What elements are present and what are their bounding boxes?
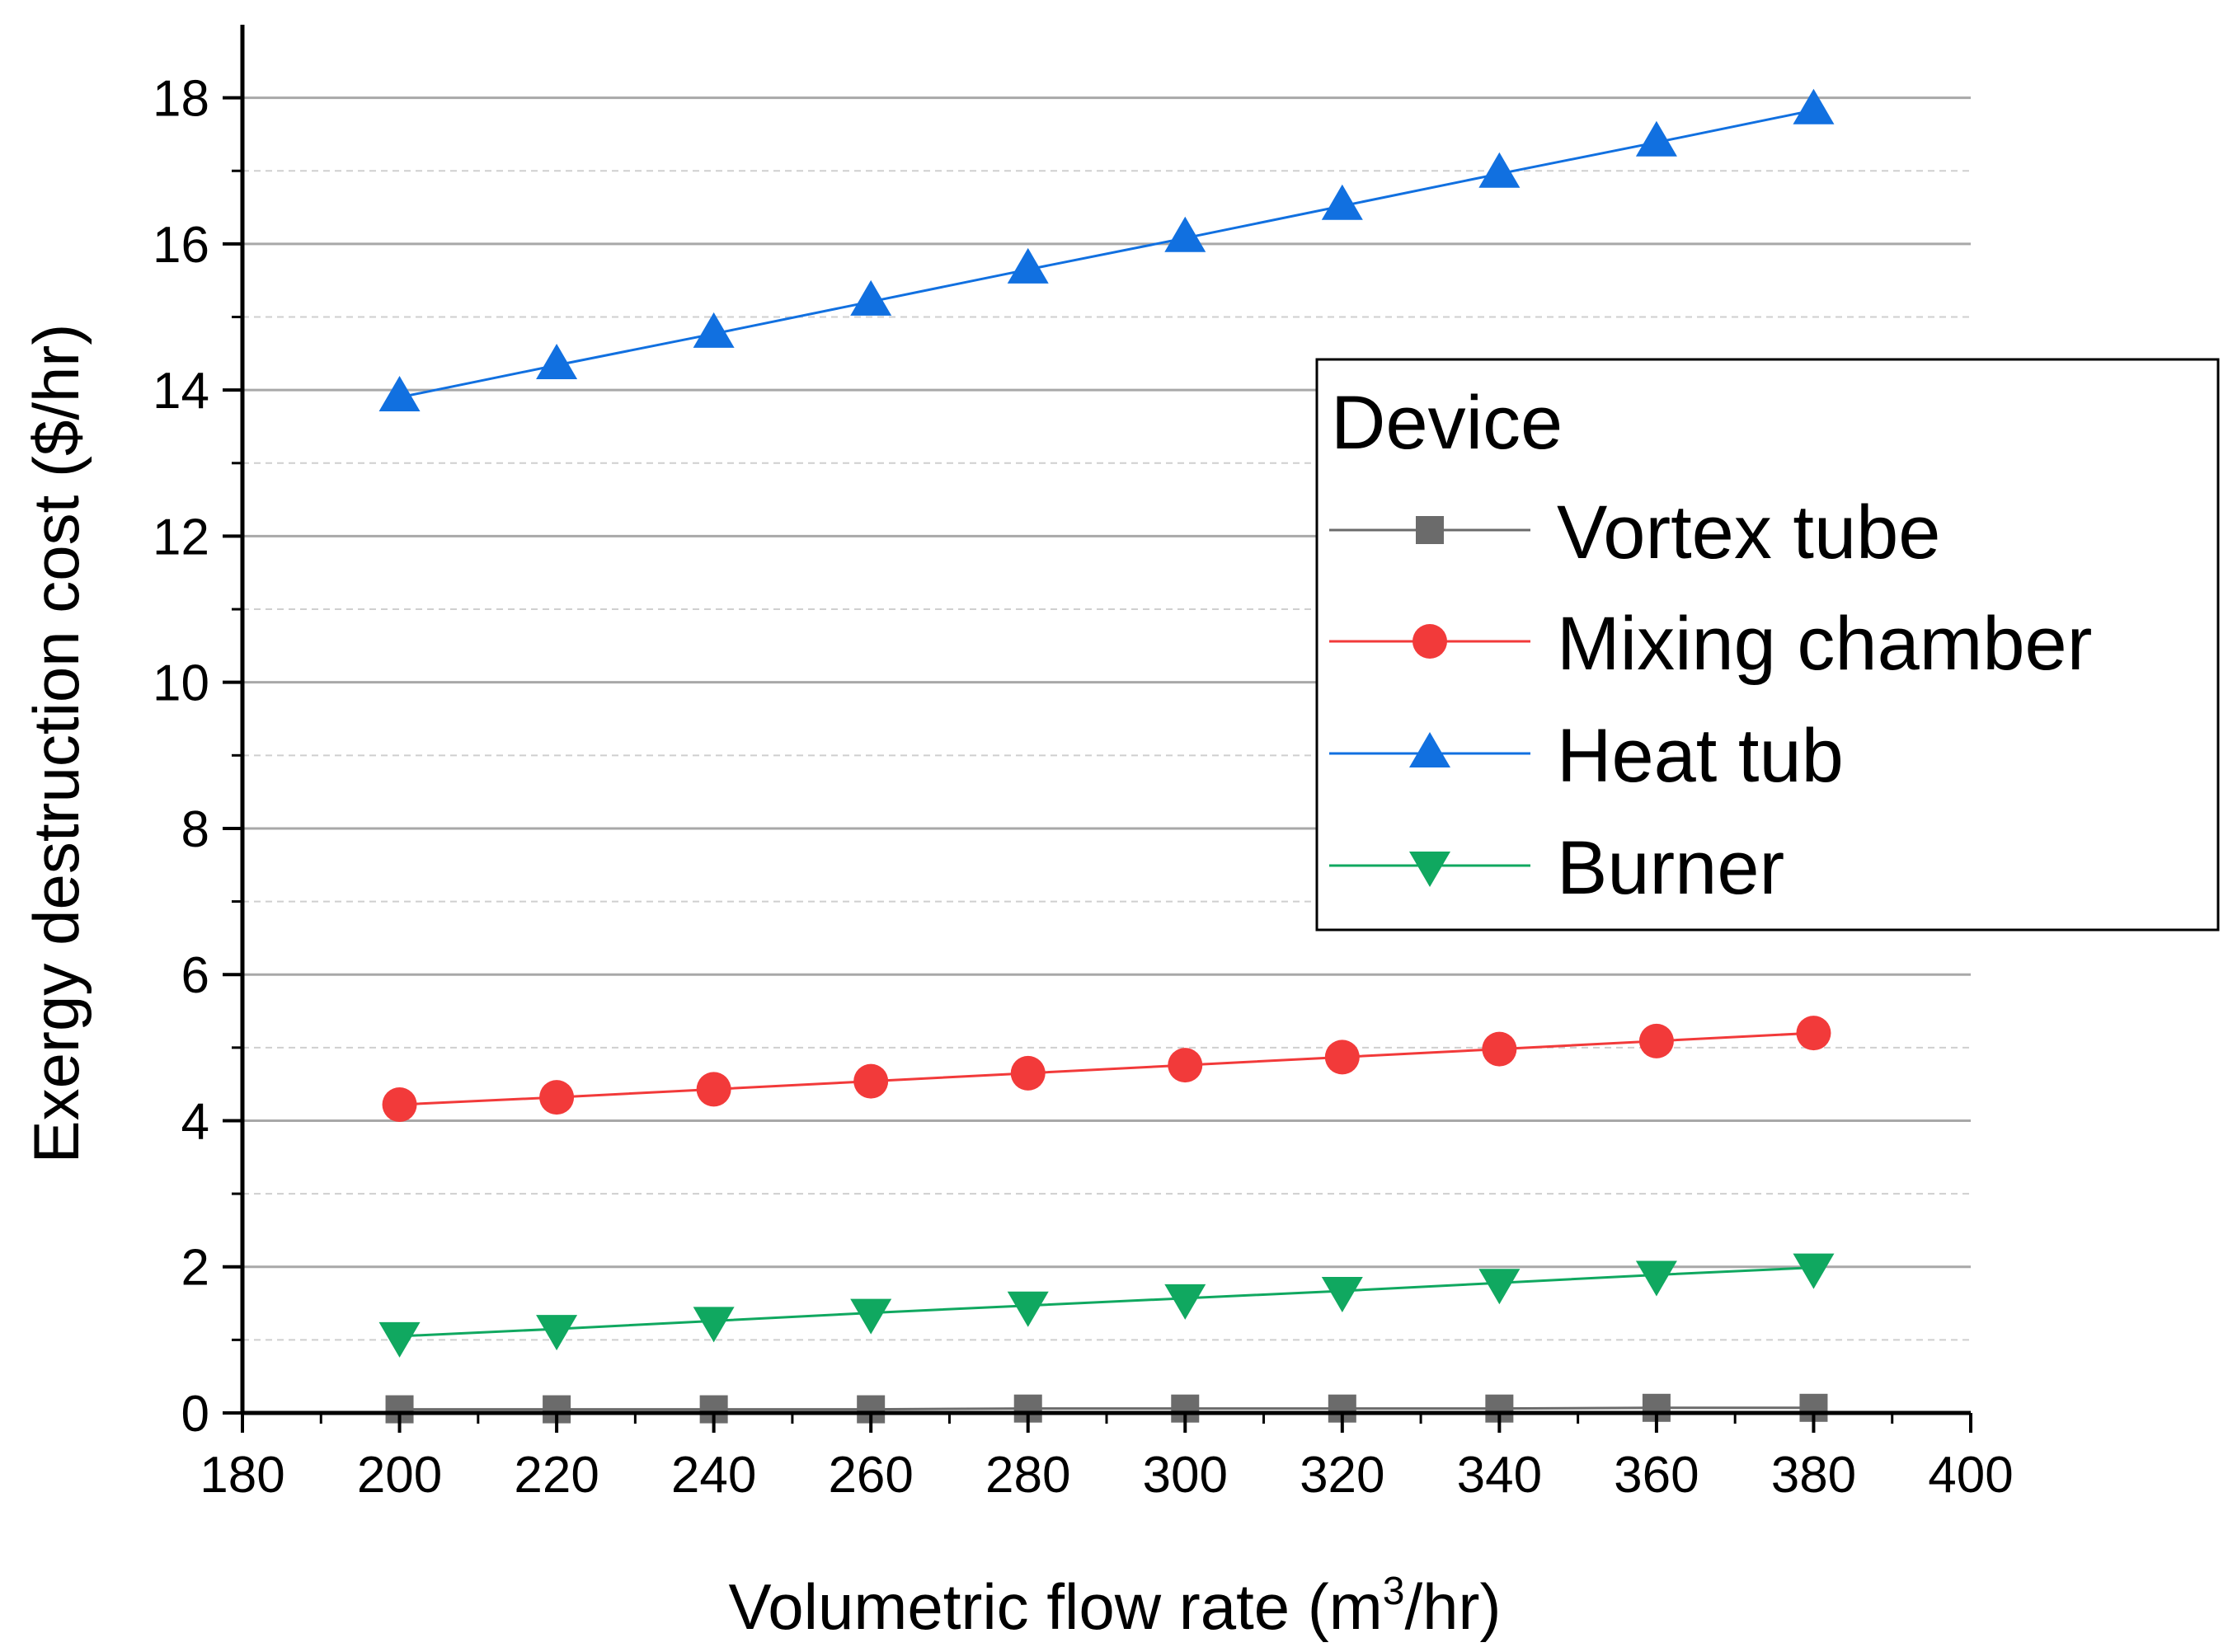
data-point (1635, 1260, 1677, 1297)
y-tick-label: 2 (181, 1240, 209, 1297)
x-tick-label: 260 (828, 1447, 913, 1504)
ticks: 0 2 4 6 8 10 12 14 16 18 180 200 220 240 260 280 300 320 3… (153, 71, 2014, 1504)
y-tick-label: 8 (181, 801, 209, 858)
legend-marker (1409, 732, 1450, 767)
data-point (1324, 1040, 1360, 1075)
x-tick-label: 240 (671, 1447, 756, 1504)
series-line (399, 1406, 1814, 1411)
legend-label: Heat tub (1557, 714, 1844, 798)
x-tick-label: 320 (1300, 1447, 1384, 1504)
data-point (1793, 88, 1835, 124)
series-burner (378, 1253, 1835, 1358)
legend-title: Device (1331, 381, 1563, 465)
legend: Device Vortex tube Mixing chamber Heat tub… (1315, 358, 2220, 932)
x-axis-title: Volumetric flow rate (m3/hr) (729, 1570, 1502, 1643)
legend-label: Vortex tube (1557, 490, 1940, 575)
x-tick-label: 300 (1143, 1447, 1228, 1504)
data-point (536, 344, 578, 380)
data-point (378, 376, 421, 412)
data-point (696, 1072, 731, 1107)
data-point (1007, 247, 1049, 284)
y-tick-label: 12 (153, 509, 209, 566)
x-tick-label: 280 (985, 1447, 1070, 1504)
legend-item: Burner (1329, 826, 1784, 910)
data-point (1321, 1276, 1363, 1312)
x-axis-title-suffix: /hr) (1404, 1570, 1501, 1643)
data-point (853, 1063, 889, 1099)
data-point (1321, 184, 1363, 220)
x-tick-label: 220 (514, 1447, 599, 1504)
legend-marker (1416, 516, 1444, 544)
data-point (850, 1298, 892, 1335)
x-tick-label: 200 (357, 1447, 442, 1504)
x-axis-title-sup: 3 (1383, 1570, 1405, 1613)
y-tick-label: 4 (181, 1093, 209, 1150)
data-point (1007, 1291, 1049, 1327)
data-point (1635, 120, 1677, 157)
series-line (399, 1266, 1814, 1338)
data-point (850, 279, 892, 316)
data-point (382, 1086, 417, 1122)
x-tick-label: 340 (1457, 1447, 1542, 1504)
series-line (399, 109, 1814, 399)
series-line (399, 1031, 1814, 1106)
x-tick-label: 360 (1614, 1447, 1699, 1504)
y-tick-label: 16 (153, 217, 209, 274)
y-tick-label: 6 (181, 947, 209, 1004)
x-tick-label: 180 (200, 1447, 284, 1504)
data-point (1164, 1284, 1206, 1320)
legend-label: Mixing chamber (1557, 602, 2092, 686)
y-axis-title: Exergy destruction cost ($/hr) (20, 324, 92, 1164)
legend-item: Mixing chamber (1329, 602, 2092, 686)
grid (242, 96, 1971, 1341)
y-tick-label: 18 (153, 71, 209, 128)
data-point (1168, 1048, 1203, 1083)
data-point (1793, 1253, 1835, 1289)
legend-marker (1409, 852, 1450, 887)
data-point (1796, 1016, 1831, 1051)
data-point (1478, 1269, 1521, 1305)
legend-box (1315, 358, 2220, 932)
legend-item: Heat tub (1329, 714, 1844, 798)
series-mixing-chamber (382, 1016, 1831, 1122)
series-heat-tub (378, 88, 1835, 412)
legend-label: Burner (1557, 826, 1784, 910)
data-point (378, 1321, 421, 1358)
data-point (1482, 1031, 1517, 1067)
x-axis-title-main: Volumetric flow rate (m (729, 1570, 1383, 1643)
data-point (1478, 152, 1521, 188)
data-point (539, 1080, 575, 1115)
y-tick-label: 0 (181, 1386, 209, 1443)
x-tick-label: 380 (1771, 1447, 1856, 1504)
data-point (693, 1307, 735, 1343)
y-tick-label: 14 (153, 363, 209, 420)
legend-marker (1412, 624, 1447, 659)
data-point (1164, 216, 1206, 252)
data-point (693, 312, 735, 348)
legend-items: Vortex tube Mixing chamber Heat tub Burner (1329, 490, 2092, 910)
data-point (1010, 1055, 1046, 1091)
legend-item: Vortex tube (1329, 490, 1940, 575)
data-point (536, 1315, 578, 1351)
data-point (1638, 1023, 1674, 1058)
y-tick-label: 10 (153, 655, 209, 712)
x-tick-label: 400 (1928, 1447, 2013, 1504)
